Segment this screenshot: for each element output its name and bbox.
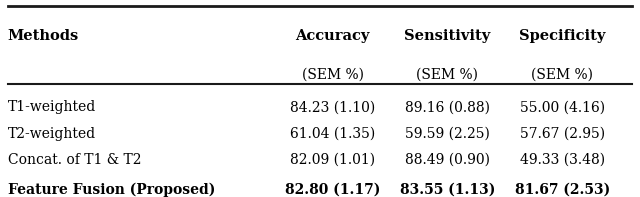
Text: Methods: Methods <box>8 29 79 43</box>
Text: Sensitivity: Sensitivity <box>404 29 491 43</box>
Text: T2-weighted: T2-weighted <box>8 126 96 140</box>
Text: Accuracy: Accuracy <box>296 29 370 43</box>
Text: 84.23 (1.10): 84.23 (1.10) <box>290 100 376 114</box>
Text: 88.49 (0.90): 88.49 (0.90) <box>405 153 490 167</box>
Text: 59.59 (2.25): 59.59 (2.25) <box>405 126 490 140</box>
Text: 89.16 (0.88): 89.16 (0.88) <box>405 100 490 114</box>
Text: Feature Fusion (Proposed): Feature Fusion (Proposed) <box>8 182 215 197</box>
Text: Specificity: Specificity <box>519 29 605 43</box>
Text: (SEM %): (SEM %) <box>531 67 593 81</box>
Text: (SEM %): (SEM %) <box>417 67 479 81</box>
Text: 82.80 (1.17): 82.80 (1.17) <box>285 182 380 197</box>
Text: Concat. of T1 & T2: Concat. of T1 & T2 <box>8 153 141 167</box>
Text: 49.33 (3.48): 49.33 (3.48) <box>520 153 605 167</box>
Text: 82.09 (1.01): 82.09 (1.01) <box>290 153 375 167</box>
Text: 55.00 (4.16): 55.00 (4.16) <box>520 100 605 114</box>
Text: 61.04 (1.35): 61.04 (1.35) <box>290 126 376 140</box>
Text: T1-weighted: T1-weighted <box>8 100 96 114</box>
Text: (SEM %): (SEM %) <box>301 67 364 81</box>
Text: 57.67 (2.95): 57.67 (2.95) <box>520 126 605 140</box>
Text: 83.55 (1.13): 83.55 (1.13) <box>400 182 495 197</box>
Text: 81.67 (2.53): 81.67 (2.53) <box>515 182 610 197</box>
